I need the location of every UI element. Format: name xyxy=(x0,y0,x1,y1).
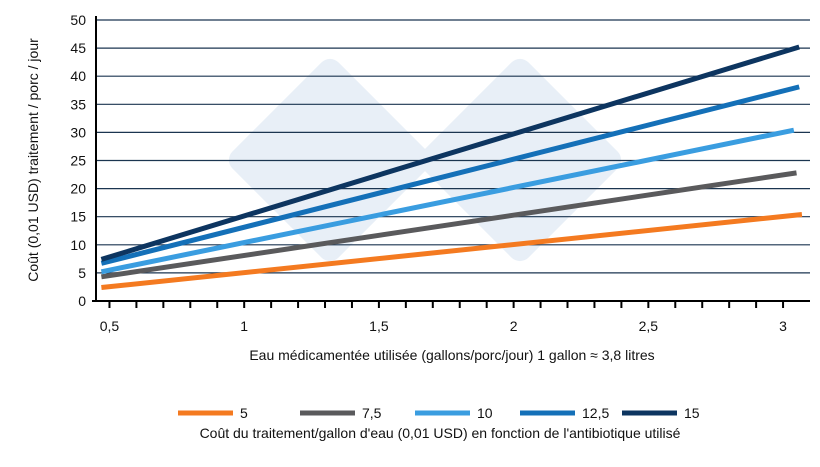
series-line-15 xyxy=(100,44,800,262)
x-tick-label: 3 xyxy=(779,318,787,334)
y-axis-label: Coût (0,01 USD) traitement / porc / jour xyxy=(25,38,41,282)
series-line-5 xyxy=(101,211,803,290)
series-line-12,5 xyxy=(100,84,800,266)
y-tick-label: 40 xyxy=(70,68,86,84)
series-line-7,5 xyxy=(101,170,797,280)
legend: 5 7,5 10 12,5 15 xyxy=(178,405,700,421)
legend-label: 15 xyxy=(684,405,700,421)
y-tick-label: 50 xyxy=(70,12,86,28)
legend-label: 10 xyxy=(477,405,493,421)
series-line-10 xyxy=(100,127,795,275)
y-tick-label: 10 xyxy=(70,237,86,253)
x-tick-label: 0,5 xyxy=(100,318,120,334)
x-tick-label: 1 xyxy=(240,318,248,334)
legend-label: 5 xyxy=(240,405,248,421)
y-tick-label: 25 xyxy=(70,153,86,169)
x-tick-label: 1,5 xyxy=(369,318,389,334)
y-tick-label: 5 xyxy=(78,265,86,281)
y-tick-label: 35 xyxy=(70,96,86,112)
x-tick-label: 2,5 xyxy=(639,318,659,334)
legend-label: 7,5 xyxy=(362,405,382,421)
y-tick-label: 15 xyxy=(70,209,86,225)
y-tick-label: 20 xyxy=(70,181,86,197)
y-tick-label: 45 xyxy=(70,40,86,56)
x-tick-label: 2 xyxy=(510,318,518,334)
y-tick-label: 0 xyxy=(78,293,86,309)
y-tick-label: 30 xyxy=(70,124,86,140)
legend-title: Coût du traitement/gallon d'eau (0,01 US… xyxy=(200,425,681,441)
x-axis-label: Eau médicamentée utilisée (gallons/porc/… xyxy=(249,347,654,363)
legend-label: 12,5 xyxy=(582,405,609,421)
